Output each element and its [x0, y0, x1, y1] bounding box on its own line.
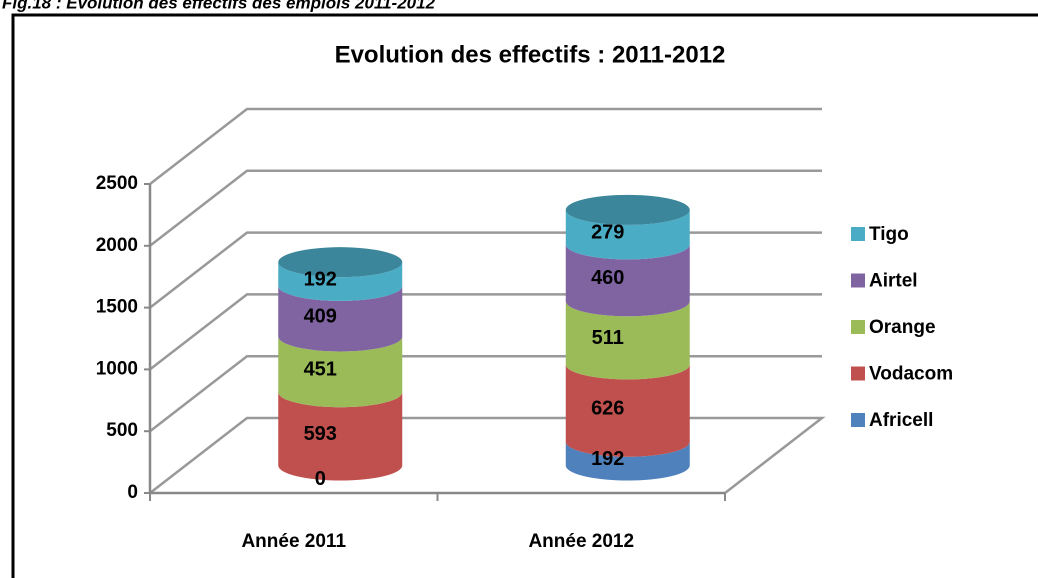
grid-line [149, 231, 822, 309]
chart-title: Evolution des effectifs : 2011-2012 [335, 41, 726, 68]
data-label: 192 [591, 448, 624, 470]
data-label: 451 [304, 359, 337, 381]
cylinder-segment [278, 285, 403, 352]
legend-swatch [851, 273, 865, 288]
y-tick-label: 2000 [96, 235, 138, 256]
data-label: 192 [304, 268, 337, 290]
y-tick-label: 2500 [96, 173, 138, 194]
legend-swatch [851, 366, 865, 381]
grid-line [149, 293, 822, 371]
cylinder-segment [565, 364, 690, 457]
y-tick-label: 1500 [96, 297, 138, 318]
chart-frame [11, 13, 1038, 578]
grid-line [149, 107, 822, 185]
caption: Fig.18 : Evolution des effectifs des emp… [2, 0, 436, 12]
x-tick-label: Année 2012 [528, 531, 634, 552]
data-label: 409 [304, 305, 337, 327]
data-label: 460 [591, 267, 624, 289]
cylinder-top [278, 247, 403, 278]
y-tick-label: 500 [106, 420, 138, 441]
x-tick-label: Année 2011 [241, 531, 346, 552]
cylinder-segment [278, 262, 403, 301]
cylinder-segment [278, 392, 403, 481]
grid-line [149, 169, 822, 247]
cylinder-segment [278, 336, 403, 408]
cylinder-segment [565, 209, 690, 260]
cylinder-segment [565, 244, 690, 317]
data-label: 279 [591, 221, 624, 243]
legend-swatch [851, 320, 865, 334]
floor [149, 416, 826, 494]
data-label: 511 [592, 327, 624, 349]
data-label: 0 [315, 468, 326, 490]
y-tick-label: 1000 [96, 358, 138, 379]
legend-label: Airtel [869, 271, 918, 292]
cylinder-segment [565, 301, 690, 380]
grid-line [149, 354, 822, 433]
legend-label: Africell [869, 410, 933, 431]
legend-label: Vodacom [869, 364, 953, 385]
y-tick-label: 0 [127, 482, 138, 503]
legend-swatch [851, 227, 865, 241]
data-label: 626 [591, 397, 624, 419]
cylinder-segment [565, 441, 690, 481]
data-label: 593 [304, 423, 337, 445]
cylinder-top [565, 194, 690, 225]
legend-label: Tigo [869, 224, 909, 245]
legend-swatch [851, 413, 865, 427]
legend-label: Orange [869, 317, 936, 338]
